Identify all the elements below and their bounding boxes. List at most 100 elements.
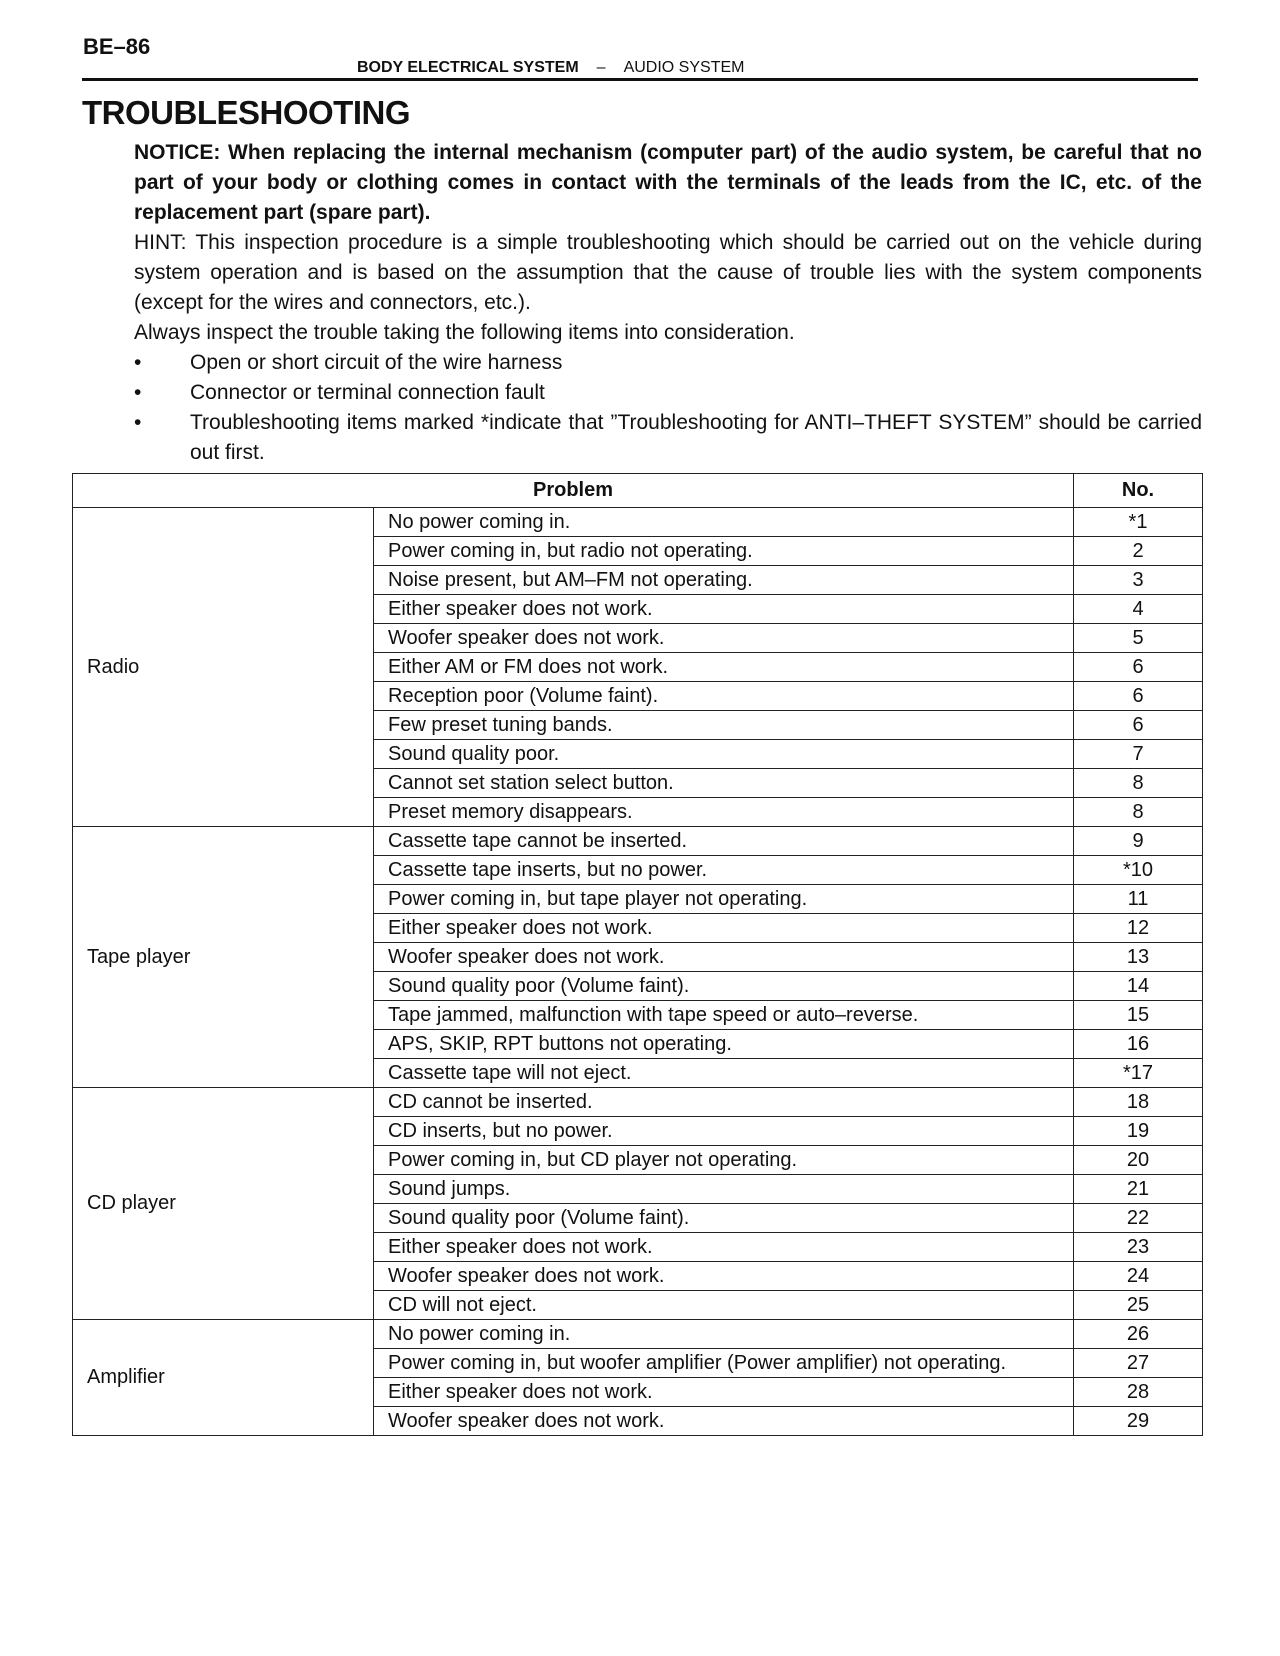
- problem-cell: No power coming in.: [373, 1319, 1074, 1349]
- problem-cell: Sound quality poor (Volume faint).: [373, 971, 1074, 1001]
- problem-cell: Power coming in, but CD player not opera…: [373, 1145, 1074, 1175]
- problem-cell: CD will not eject.: [373, 1290, 1074, 1320]
- problem-cell: No power coming in.: [373, 507, 1074, 537]
- section-title: BODY ELECTRICAL SYSTEM: [357, 59, 579, 76]
- problem-cell: Woofer speaker does not work.: [373, 1261, 1074, 1291]
- table-row: CD will not eject. 25: [73, 1290, 1203, 1320]
- number-cell: 4: [1073, 594, 1203, 624]
- table-header-row: Problem No.: [72, 473, 1203, 508]
- problem-cell: Either speaker does not work.: [373, 913, 1074, 943]
- table-row: Tape jammed, malfunction with tape speed…: [73, 1000, 1203, 1030]
- number-cell: 11: [1073, 884, 1203, 914]
- number-cell: 27: [1073, 1348, 1203, 1378]
- number-cell: 6: [1073, 681, 1203, 711]
- bullet-item: • Open or short circuit of the wire harne…: [134, 351, 563, 374]
- bullet-item: • Troubleshooting items marked *indicate …: [134, 411, 1202, 464]
- table-row: Either speaker does not work. 23: [73, 1232, 1203, 1262]
- page-number: BE–86: [83, 34, 151, 59]
- number-cell: *10: [1073, 855, 1203, 885]
- number-cell: 8: [1073, 797, 1203, 827]
- table-row: Tape player Cassette tape cannot be inser…: [72, 826, 1203, 1088]
- bullet-item: • Connector or terminal connection fault: [134, 381, 545, 404]
- problem-cell: Cassette tape cannot be inserted.: [373, 826, 1074, 856]
- problem-cell: Sound jumps.: [373, 1174, 1074, 1204]
- number-cell: 23: [1073, 1232, 1203, 1262]
- problem-cell: Either speaker does not work.: [373, 1232, 1074, 1262]
- table-row: Cannot set station select button. 8: [73, 768, 1203, 798]
- subsection-title: AUDIO SYSTEM: [623, 59, 745, 76]
- header-separator: –: [596, 59, 606, 76]
- notice-text: NOTICE: When replacing the internal mech…: [134, 141, 1202, 224]
- table-row: Radio No power coming in. *1: [72, 507, 1203, 827]
- category-cell: CD player: [72, 1087, 374, 1320]
- problem-cell: CD cannot be inserted.: [373, 1087, 1074, 1117]
- number-cell: 9: [1073, 826, 1203, 856]
- number-cell: 21: [1073, 1174, 1203, 1204]
- body-text: NOTICE: When replacing the internal mech…: [134, 138, 1202, 468]
- number-cell: 13: [1073, 942, 1203, 972]
- number-cell: 5: [1073, 623, 1203, 653]
- problem-cell: Power coming in, but tape player not ope…: [373, 884, 1074, 914]
- problem-cell: Cassette tape will not eject.: [373, 1058, 1074, 1088]
- problem-cell: Woofer speaker does not work.: [373, 1406, 1074, 1436]
- table-row: Sound quality poor (Volume faint). 22: [73, 1203, 1203, 1233]
- number-cell: 3: [1073, 565, 1203, 595]
- number-cell: 6: [1073, 710, 1203, 740]
- number-cell: 26: [1073, 1319, 1203, 1349]
- table-row: APS, SKIP, RPT buttons not operating. 16: [73, 1029, 1203, 1059]
- table-row: Amplifier No power coming in. 26: [72, 1319, 1203, 1436]
- header-no: No.: [1073, 473, 1203, 508]
- number-cell: *1: [1073, 507, 1203, 537]
- problem-cell: Reception poor (Volume faint).: [373, 681, 1074, 711]
- table-row: Sound jumps. 21: [73, 1174, 1203, 1204]
- problem-cell: Noise present, but AM–FM not operating.: [373, 565, 1074, 595]
- number-cell: 29: [1073, 1406, 1203, 1436]
- number-cell: 18: [1073, 1087, 1203, 1117]
- number-cell: 20: [1073, 1145, 1203, 1175]
- problem-cell: Woofer speaker does not work.: [373, 942, 1074, 972]
- hint-text: HINT: This inspection procedure is a sim…: [134, 231, 1202, 314]
- number-cell: 22: [1073, 1203, 1203, 1233]
- always-text: Always inspect the trouble taking the fo…: [134, 321, 795, 344]
- table-row: Power coming in, but radio not operating…: [73, 536, 1203, 566]
- number-cell: 19: [1073, 1116, 1203, 1146]
- problem-cell: Power coming in, but woofer amplifier (P…: [373, 1348, 1074, 1378]
- number-cell: 6: [1073, 652, 1203, 682]
- category-cell: Amplifier: [72, 1319, 374, 1436]
- category-cell: Tape player: [72, 826, 374, 1088]
- number-cell: 25: [1073, 1290, 1203, 1320]
- number-cell: *17: [1073, 1058, 1203, 1088]
- problem-cell: Cannot set station select button.: [373, 768, 1074, 798]
- problem-cell: Power coming in, but radio not operating…: [373, 536, 1074, 566]
- problem-cell: Preset memory disappears.: [373, 797, 1074, 827]
- number-cell: 12: [1073, 913, 1203, 943]
- number-cell: 16: [1073, 1029, 1203, 1059]
- number-cell: 7: [1073, 739, 1203, 769]
- number-cell: 15: [1073, 1000, 1203, 1030]
- table-row: Either speaker does not work. 4: [73, 594, 1203, 624]
- problem-cell: Woofer speaker does not work.: [373, 623, 1074, 653]
- problem-cell: APS, SKIP, RPT buttons not operating.: [373, 1029, 1074, 1059]
- problem-cell: Either speaker does not work.: [373, 594, 1074, 624]
- problem-cell: Cassette tape inserts, but no power.: [373, 855, 1074, 885]
- table-row: Preset memory disappears. 8: [73, 797, 1203, 827]
- problem-cell: Sound quality poor.: [373, 739, 1074, 769]
- table-row: CD player CD cannot be inserted. 18: [72, 1087, 1203, 1320]
- number-cell: 8: [1073, 768, 1203, 798]
- problem-cell: Either speaker does not work.: [373, 1377, 1074, 1407]
- number-cell: 24: [1073, 1261, 1203, 1291]
- category-cell: Radio: [72, 507, 374, 827]
- troubleshooting-table: Problem No. Radio No power coming in. *1 Po…: [72, 473, 1203, 1436]
- running-header: BODY ELECTRICAL SYSTEM – AUDIO SYSTEM: [357, 59, 744, 77]
- number-cell: 2: [1073, 536, 1203, 566]
- table-row: Woofer speaker does not work. 24: [73, 1261, 1203, 1291]
- problem-cell: Tape jammed, malfunction with tape speed…: [373, 1000, 1074, 1030]
- table-row: Either AM or FM does not work. 6: [73, 652, 1203, 682]
- number-cell: 28: [1073, 1377, 1203, 1407]
- table-row: CD inserts, but no power. 19: [73, 1116, 1203, 1146]
- table-row: Noise present, but AM–FM not operating. 3: [73, 565, 1203, 595]
- header-problem: Problem: [72, 473, 1074, 508]
- page-title: TROUBLESHOOTING: [82, 94, 411, 131]
- problem-cell: CD inserts, but no power.: [373, 1116, 1074, 1146]
- problem-cell: Sound quality poor (Volume faint).: [373, 1203, 1074, 1233]
